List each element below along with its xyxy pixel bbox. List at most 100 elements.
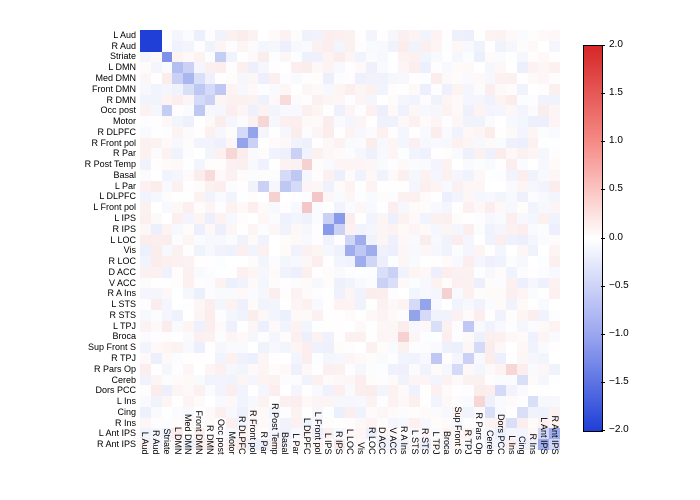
heatmap-cell (388, 138, 399, 149)
heatmap-cell (528, 159, 539, 170)
heatmap-cell (474, 159, 485, 170)
heatmap-cell (506, 41, 517, 52)
heatmap-cell (215, 84, 226, 95)
heatmap-cell (323, 62, 334, 73)
heatmap-cell (183, 342, 194, 353)
heatmap-cell (172, 73, 183, 84)
heatmap-cell (302, 159, 313, 170)
heatmap-cell (485, 278, 496, 289)
heatmap-cell (269, 84, 280, 95)
heatmap-cell (205, 288, 216, 299)
heatmap-cell (334, 41, 345, 52)
heatmap-cell (485, 235, 496, 246)
heatmap-cell (345, 224, 356, 235)
heatmap-cell (194, 127, 205, 138)
heatmap-cell (463, 138, 474, 149)
heatmap-cell (538, 278, 549, 289)
heatmap-cell (334, 192, 345, 203)
heatmap-cell (323, 127, 334, 138)
heatmap-cell (269, 213, 280, 224)
heatmap-cell (377, 41, 388, 52)
heatmap-cell (151, 127, 162, 138)
heatmap-cell (377, 224, 388, 235)
y-tick-label: R LOC (108, 256, 136, 266)
heatmap-cell (506, 181, 517, 192)
heatmap-cell (226, 62, 237, 73)
heatmap-cell (302, 256, 313, 267)
heatmap-cell (517, 267, 528, 278)
heatmap-cell (334, 342, 345, 353)
heatmap-cell (388, 278, 399, 289)
heatmap-cell (291, 224, 302, 235)
heatmap-cell (302, 342, 313, 353)
heatmap-cell (280, 235, 291, 246)
heatmap-cell (366, 105, 377, 116)
heatmap-cell (366, 235, 377, 246)
heatmap-cell (452, 170, 463, 181)
heatmap-cell (140, 138, 151, 149)
heatmap-cell (388, 95, 399, 106)
heatmap-cell (205, 256, 216, 267)
heatmap-cell (323, 256, 334, 267)
heatmap-cell (442, 310, 453, 321)
heatmap-cell (485, 310, 496, 321)
heatmap-cell (474, 213, 485, 224)
heatmap-cell (355, 192, 366, 203)
heatmap-cell (463, 181, 474, 192)
heatmap-cell (269, 310, 280, 321)
heatmap-cell (398, 30, 409, 41)
heatmap-cell (485, 30, 496, 41)
heatmap-cell (452, 202, 463, 213)
x-tick-label: Occ post (216, 355, 226, 455)
heatmap-cell (312, 52, 323, 63)
heatmap-cell (398, 245, 409, 256)
colorbar-tick (601, 93, 605, 94)
heatmap-cell (355, 224, 366, 235)
heatmap-cell (172, 41, 183, 52)
heatmap-cell (345, 202, 356, 213)
heatmap-cell (162, 52, 173, 63)
heatmap-cell (183, 116, 194, 127)
heatmap-cell (205, 310, 216, 321)
heatmap-cell (205, 127, 216, 138)
heatmap-cell (280, 224, 291, 235)
heatmap-cell (258, 84, 269, 95)
heatmap-cell (420, 84, 431, 95)
heatmap-cell (226, 148, 237, 159)
heatmap-cell (452, 256, 463, 267)
heatmap-cell (269, 181, 280, 192)
heatmap-cell (377, 321, 388, 332)
heatmap-cell (172, 52, 183, 63)
heatmap-cell (463, 192, 474, 203)
heatmap-cell (388, 342, 399, 353)
heatmap-cell (183, 52, 194, 63)
heatmap-cell (237, 299, 248, 310)
heatmap-cell (291, 256, 302, 267)
heatmap-cell (226, 267, 237, 278)
heatmap-cell (194, 181, 205, 192)
heatmap-cell (291, 138, 302, 149)
heatmap-cell (162, 62, 173, 73)
heatmap-cell (151, 288, 162, 299)
heatmap-cell (194, 84, 205, 95)
heatmap-cell (409, 245, 420, 256)
heatmap-cell (355, 332, 366, 343)
heatmap-cell (506, 278, 517, 289)
heatmap-cell (398, 73, 409, 84)
heatmap-cell (398, 321, 409, 332)
heatmap-cell (226, 30, 237, 41)
heatmap-cell (258, 95, 269, 106)
heatmap-cell (334, 256, 345, 267)
heatmap-cell (398, 84, 409, 95)
heatmap-cell (237, 278, 248, 289)
heatmap-cell (452, 332, 463, 343)
heatmap-cell (345, 321, 356, 332)
heatmap-cell (506, 288, 517, 299)
heatmap-cell (226, 95, 237, 106)
heatmap-cell (549, 288, 560, 299)
heatmap-cell (226, 299, 237, 310)
heatmap-cell (377, 62, 388, 73)
heatmap-cell (538, 245, 549, 256)
heatmap-cell (172, 278, 183, 289)
heatmap-cell (248, 138, 259, 149)
